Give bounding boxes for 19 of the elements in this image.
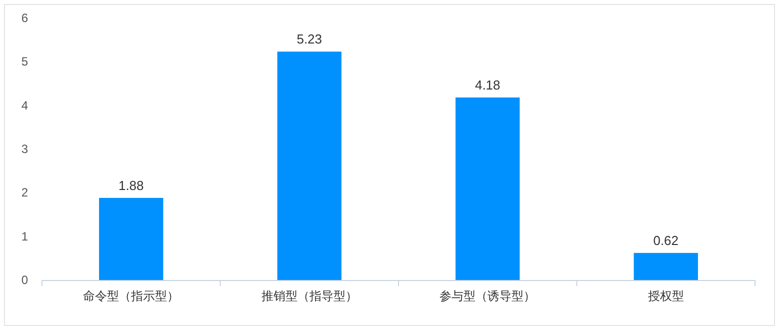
y-tick-label: 5 (21, 54, 28, 69)
y-tick-label: 2 (21, 186, 28, 200)
x-tick-label: 推销型（指导型） (261, 289, 358, 303)
data-label: 5.23 (296, 32, 322, 47)
y-tick-label: 4 (21, 98, 28, 112)
bar (634, 252, 698, 280)
y-tick-label: 6 (21, 11, 28, 25)
x-tick-label: 参与型（诱导型） (440, 289, 536, 303)
bar (456, 97, 520, 280)
x-tick-label: 命令型（指示型） (83, 289, 180, 303)
data-label: 1.88 (118, 178, 144, 193)
bar (99, 198, 164, 280)
y-tick-label: 0 (21, 273, 28, 287)
data-label: 4.18 (474, 77, 500, 92)
y-tick-label: 1 (21, 229, 28, 244)
y-tick-label: 3 (21, 142, 28, 156)
x-tick-label: 授权型 (648, 289, 684, 303)
bar (277, 52, 342, 280)
data-label: 0.62 (653, 232, 679, 248)
